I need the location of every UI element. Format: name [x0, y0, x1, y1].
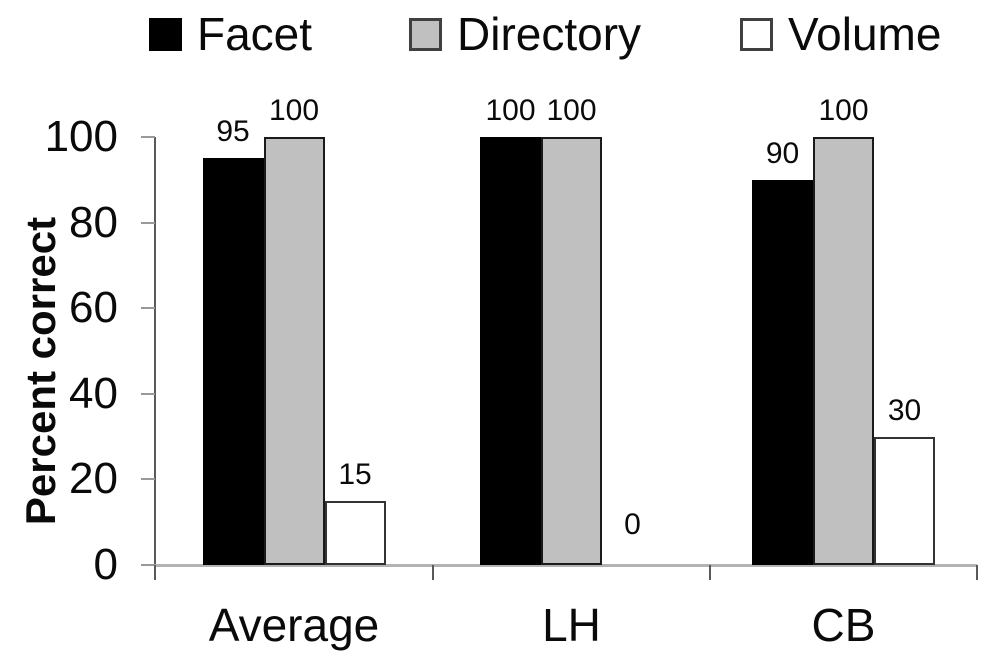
x-axis-line: [155, 564, 977, 567]
volume-swatch-icon: [740, 17, 773, 51]
y-tick: [141, 136, 155, 138]
y-axis-line: [154, 137, 156, 565]
bar-facet-average: [202, 158, 264, 565]
y-tick: [141, 564, 155, 566]
legend-item-volume: Volume: [740, 10, 941, 58]
bar-volume-average: [324, 500, 386, 565]
y-tick: [141, 392, 155, 395]
y-tick-label: 40: [69, 368, 118, 418]
y-tick: [141, 478, 155, 481]
bar-directory-cb: [813, 137, 874, 565]
bar-volume-cb: [874, 436, 935, 565]
bar-facet-cb: [752, 179, 813, 565]
x-tick: [154, 565, 156, 580]
x-tick: [709, 565, 711, 580]
x-tick: [976, 565, 978, 580]
bar-directory-lh: [541, 137, 602, 565]
category-label-average: Average: [208, 599, 380, 651]
y-tick-label: 100: [44, 112, 118, 161]
bar-value-label-directory-lh: 100: [546, 94, 597, 127]
bar-value-label-volume-cb: 30: [887, 393, 922, 427]
bar-value-label-directory-cb: 100: [818, 94, 869, 127]
bar-value-label-facet-lh: 100: [485, 94, 536, 127]
category-label-lh: LH: [542, 599, 601, 651]
y-tick: [141, 221, 155, 224]
legend-item-facet: Facet: [149, 10, 312, 58]
legend-label-directory: Directory: [457, 8, 642, 60]
legend-label-facet: Facet: [197, 8, 313, 60]
legend-item-directory: Directory: [409, 10, 641, 58]
y-tick-label: 60: [69, 283, 118, 333]
bar-value-label-facet-average: 95: [216, 115, 250, 149]
bar-value-label-volume-lh: 0: [624, 508, 641, 541]
y-tick: [141, 307, 155, 310]
facet-swatch-icon: [149, 17, 182, 51]
y-tick-label: 20: [69, 454, 118, 504]
bar-directory-average: [263, 137, 325, 565]
y-tick-label: 0: [93, 540, 118, 589]
bar-value-label-volume-average: 15: [338, 457, 372, 491]
bar-facet-lh: [480, 137, 541, 565]
bar-value-label-directory-average: 100: [268, 94, 320, 127]
category-label-cb: CB: [811, 599, 876, 651]
bar-value-label-facet-cb: 90: [765, 136, 800, 170]
directory-swatch-icon: [409, 17, 442, 51]
y-tick-label: 80: [69, 197, 118, 247]
x-tick: [432, 565, 434, 580]
legend-label-volume: Volume: [788, 8, 942, 60]
